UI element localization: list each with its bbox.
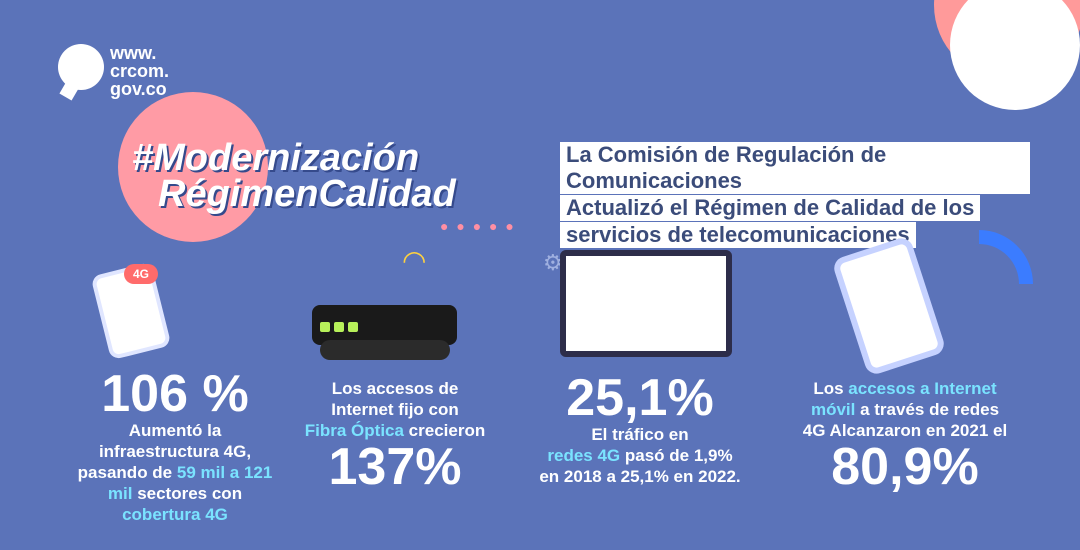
stat-infrastructure: 106 % Aumentó la infraestructura 4G, pas… [77, 365, 273, 524]
crc-logo-icon [58, 44, 104, 90]
stat-fiber: Los accesos de Internet fijo con Fibra Ó… [304, 379, 486, 496]
hashtag-title: #Modernización RégimenCalidad [132, 137, 456, 215]
stat-traffic: 25,1% El tráfico en redes 4G pasó de 1,9… [539, 369, 741, 486]
dashboard-icon [560, 250, 732, 357]
logo-url[interactable]: www. crcom. gov.co [110, 43, 170, 99]
decorative-dots: ● ● ● ● ● [440, 218, 516, 234]
decorative-white-circle [950, 0, 1080, 110]
gear-icon: ⚙ [543, 250, 563, 275]
wifi-icon: ◠ [402, 245, 427, 276]
stat-mobile-access: Los accesos a Internet móvil a través de… [802, 379, 1008, 496]
headline: La Comisión de Regulación de Comunicacio… [560, 142, 1030, 249]
badge-4g: 4G [124, 264, 158, 284]
decorative-pink-circle [118, 92, 268, 242]
router-base [320, 340, 450, 360]
